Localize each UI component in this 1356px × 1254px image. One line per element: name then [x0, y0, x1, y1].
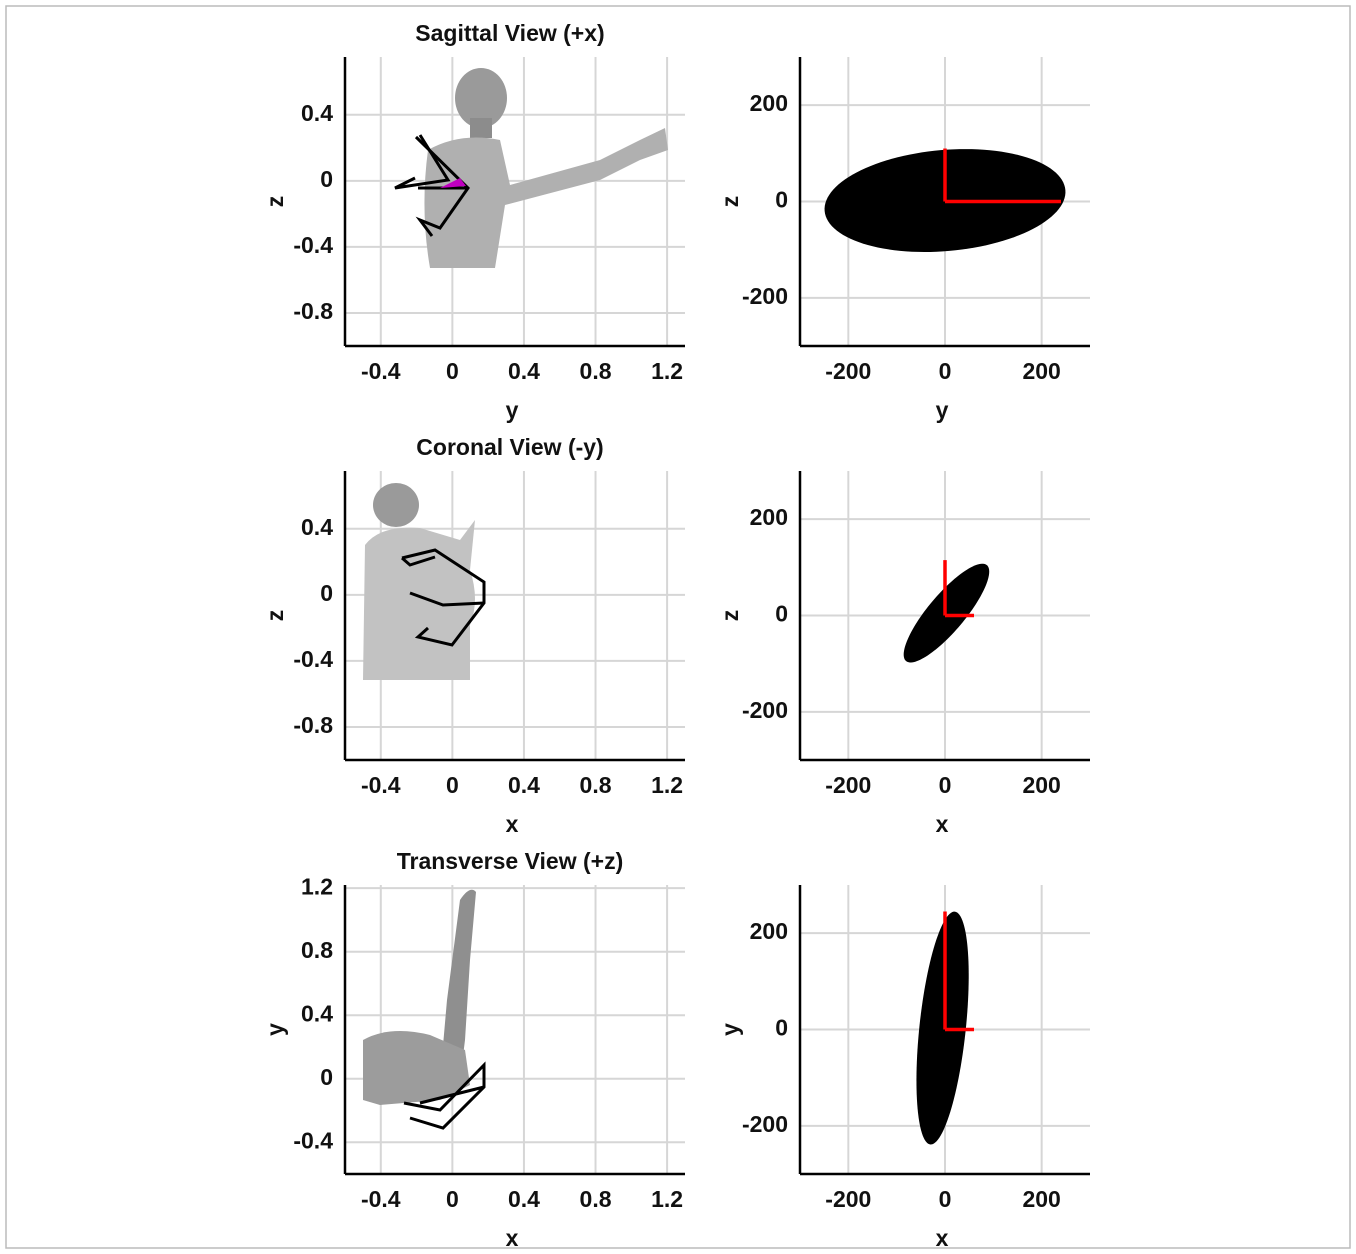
- x-tick-label: 200: [1022, 1186, 1060, 1212]
- y-tick-label: 0: [320, 166, 333, 192]
- y-tick-label: -0.4: [293, 232, 333, 258]
- y-tick-label: -200: [742, 283, 788, 309]
- x-tick-label: 0: [939, 772, 952, 798]
- y-tick-label: 0: [775, 187, 788, 213]
- y-tick-label: 200: [750, 504, 788, 530]
- x-tick-label: 1.2: [651, 772, 683, 798]
- x-tick-label: 0.8: [580, 772, 612, 798]
- x-tick-label: -0.4: [361, 1186, 401, 1212]
- x-axis-label: x: [506, 1225, 519, 1251]
- y-tick-label: 0.8: [301, 937, 333, 963]
- x-tick-label: -0.4: [361, 772, 401, 798]
- x-tick-label: 1.2: [651, 358, 683, 384]
- y-tick-label: 0: [320, 580, 333, 606]
- y-axis-label: y: [262, 1023, 288, 1036]
- frame: [6, 6, 1350, 1248]
- y-tick-label: 0: [775, 1015, 788, 1041]
- y-tick-label: 200: [750, 90, 788, 116]
- x-axis-label: y: [936, 397, 949, 423]
- y-tick-label: 0.4: [301, 100, 333, 126]
- x-tick-label: 1.2: [651, 1186, 683, 1212]
- y-tick-label: -200: [742, 697, 788, 723]
- body-coronal: [363, 483, 475, 680]
- x-axis-label: x: [506, 811, 519, 837]
- y-tick-label: -0.8: [293, 712, 333, 738]
- x-tick-label: -200: [825, 1186, 871, 1212]
- x-tick-label: 0.4: [508, 358, 540, 384]
- y-axis-label: z: [717, 610, 743, 622]
- y-tick-label: 1.2: [301, 873, 333, 899]
- y-tick-label: -0.4: [293, 1127, 333, 1153]
- x-tick-label: 0.4: [508, 1186, 540, 1212]
- x-tick-label: -200: [825, 772, 871, 798]
- y-tick-label: -200: [742, 1111, 788, 1137]
- x-tick-label: 0.8: [580, 1186, 612, 1212]
- x-tick-label: -0.4: [361, 358, 401, 384]
- x-tick-label: 200: [1022, 772, 1060, 798]
- x-tick-label: 0.4: [508, 772, 540, 798]
- y-tick-label: 200: [750, 918, 788, 944]
- x-tick-label: 0: [446, 772, 459, 798]
- y-axis-label: y: [717, 1023, 743, 1036]
- y-axis-label: z: [262, 610, 288, 622]
- x-tick-label: 0: [446, 358, 459, 384]
- y-tick-label: 0.4: [301, 1000, 333, 1026]
- page: -0.4 0 0.4 0.8 1.2 0.4 0 -0.4 -0.8 Sagittal View …: [0, 0, 1356, 1254]
- x-tick-label: 0: [939, 1186, 952, 1212]
- y-axis-label: z: [262, 196, 288, 208]
- panel-title: Sagittal View (+x): [415, 20, 604, 46]
- x-axis-label: x: [936, 1225, 949, 1251]
- y-tick-label: 0: [775, 601, 788, 627]
- body-sagittal: [424, 68, 668, 268]
- figure: -0.4 0 0.4 0.8 1.2 0.4 0 -0.4 -0.8 Sagittal View …: [0, 0, 1356, 1254]
- x-axis-label: y: [506, 397, 519, 423]
- x-tick-label: 0: [939, 358, 952, 384]
- x-tick-label: 0: [446, 1186, 459, 1212]
- x-tick-label: -200: [825, 358, 871, 384]
- x-axis-label: x: [936, 811, 949, 837]
- x-tick-label: 0.8: [580, 358, 612, 384]
- y-tick-label: 0: [320, 1064, 333, 1090]
- panel-title: Coronal View (-y): [416, 434, 603, 460]
- y-tick-label: -0.4: [293, 646, 333, 672]
- panel-title: Transverse View (+z): [397, 848, 624, 874]
- y-tick-label: 0.4: [301, 514, 333, 540]
- y-axis-label: z: [717, 196, 743, 208]
- x-tick-label: 200: [1022, 358, 1060, 384]
- y-tick-label: -0.8: [293, 298, 333, 324]
